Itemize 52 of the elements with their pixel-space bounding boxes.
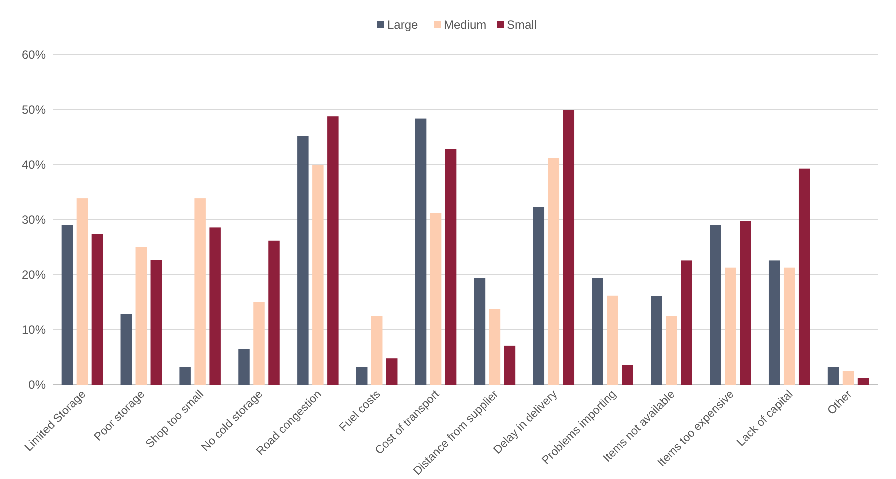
legend-label: Small — [507, 18, 538, 32]
bar — [312, 165, 324, 385]
bar — [622, 365, 634, 385]
bar — [386, 358, 398, 385]
bar — [725, 268, 736, 385]
y-tick-label: 60% — [22, 48, 46, 62]
bar — [489, 309, 501, 385]
bar — [474, 278, 486, 385]
bar — [268, 240, 280, 385]
bar — [681, 260, 692, 385]
bar — [120, 314, 132, 385]
bar — [356, 367, 368, 385]
bar — [76, 198, 88, 385]
bar — [194, 198, 206, 385]
bar — [445, 149, 457, 385]
bar — [210, 228, 221, 385]
legend-label: Large — [388, 18, 419, 32]
y-tick-label: 20% — [22, 268, 46, 282]
bar — [504, 346, 516, 385]
legend-label: Medium — [444, 18, 487, 32]
y-tick-label: 50% — [22, 103, 46, 118]
bar — [371, 316, 383, 385]
bar — [784, 268, 796, 385]
bar — [328, 116, 339, 385]
bar — [430, 213, 442, 385]
bar — [62, 226, 74, 385]
bar — [828, 367, 840, 385]
y-tick-label: 10% — [22, 323, 46, 338]
bar — [592, 278, 604, 385]
bar — [238, 349, 250, 385]
bar — [563, 110, 575, 385]
bar — [92, 234, 104, 385]
bar — [666, 316, 678, 385]
bar — [136, 248, 148, 385]
bar — [651, 296, 662, 385]
bar — [415, 118, 427, 385]
y-tick-label: 30% — [22, 213, 46, 228]
bar — [740, 221, 752, 385]
bar — [298, 136, 309, 385]
bar — [798, 168, 810, 385]
bar — [842, 371, 854, 385]
bar — [548, 158, 560, 385]
bar — [150, 260, 162, 385]
y-tick-label: 40% — [22, 158, 46, 172]
bar — [858, 378, 870, 385]
bar — [254, 302, 265, 385]
bar — [607, 296, 618, 385]
bar — [710, 226, 722, 385]
y-tick-label: 0% — [28, 378, 46, 392]
bar — [533, 207, 545, 385]
bar — [180, 367, 191, 385]
bar — [768, 260, 780, 385]
